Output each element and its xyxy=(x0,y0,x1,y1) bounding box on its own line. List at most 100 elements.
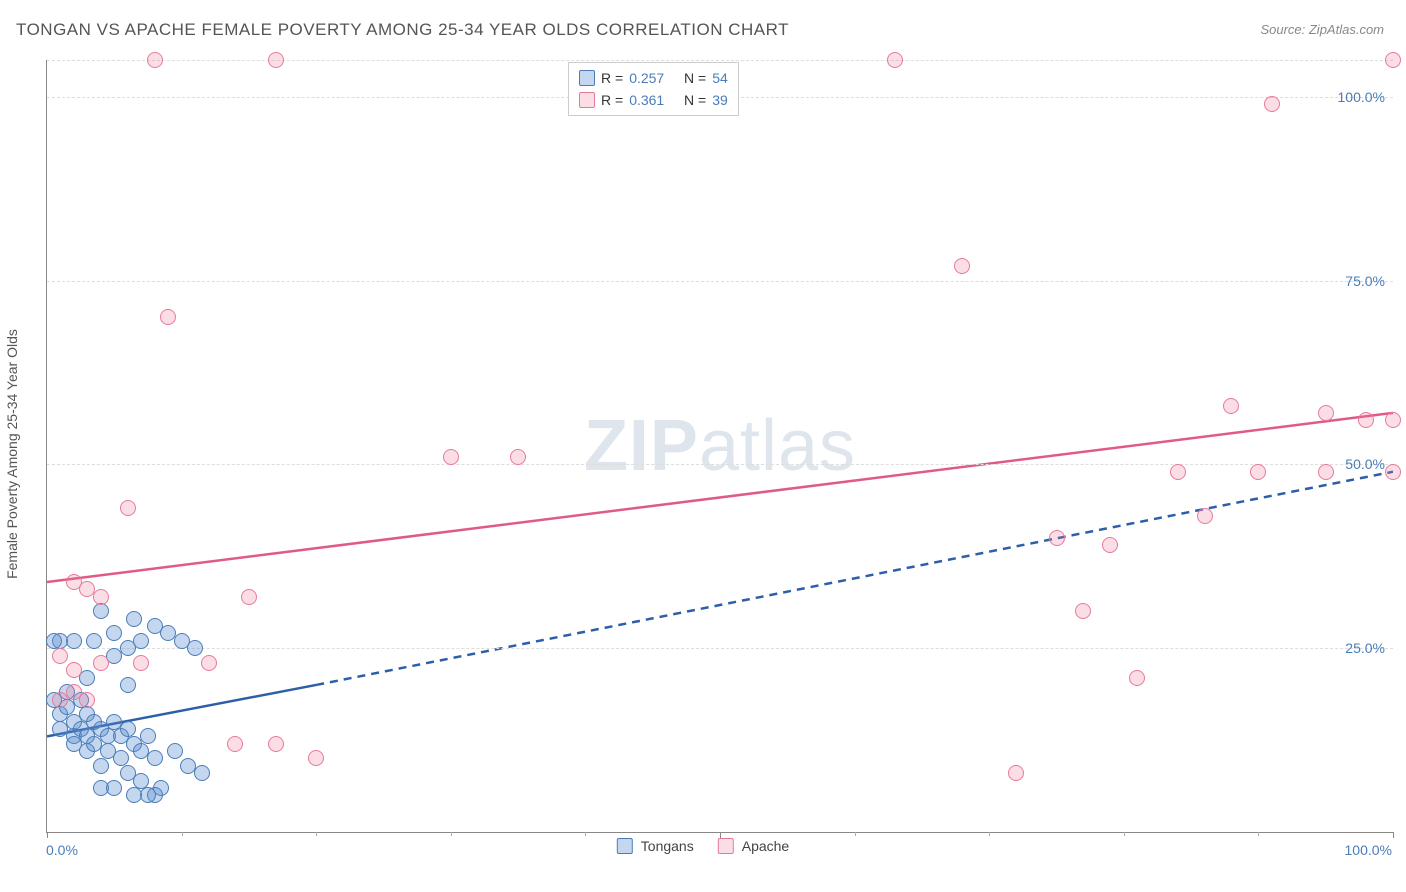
data-point xyxy=(887,52,903,68)
watermark: ZIPatlas xyxy=(584,405,856,487)
data-point xyxy=(1385,412,1401,428)
data-point xyxy=(93,655,109,671)
r-label: R = xyxy=(601,67,623,89)
x-tick-major xyxy=(47,832,48,838)
data-point xyxy=(133,633,149,649)
data-point xyxy=(1250,464,1266,480)
gridline xyxy=(47,281,1393,282)
data-point xyxy=(147,750,163,766)
y-tick-label: 50.0% xyxy=(1345,456,1385,472)
data-point xyxy=(954,258,970,274)
data-point xyxy=(79,670,95,686)
swatch-blue-icon xyxy=(617,838,633,854)
data-point xyxy=(1318,405,1334,421)
data-point xyxy=(194,765,210,781)
y-axis-label: Female Poverty Among 25-34 Year Olds xyxy=(4,329,20,579)
data-point xyxy=(1385,52,1401,68)
r-value: 0.361 xyxy=(629,89,664,111)
data-point xyxy=(187,640,203,656)
gridline xyxy=(47,464,1393,465)
gridline xyxy=(47,648,1393,649)
data-point xyxy=(93,589,109,605)
r-value: 0.257 xyxy=(629,67,664,89)
x-tick-minor xyxy=(585,832,586,836)
data-point xyxy=(1358,412,1374,428)
data-point xyxy=(52,648,68,664)
data-point xyxy=(126,611,142,627)
data-point xyxy=(93,603,109,619)
data-point xyxy=(443,449,459,465)
n-value: 39 xyxy=(712,89,728,111)
data-point xyxy=(133,773,149,789)
series-legend: Tongans Apache xyxy=(617,838,789,854)
legend-row-tongans: R = 0.257 N = 54 xyxy=(579,67,728,89)
y-tick-label: 75.0% xyxy=(1345,273,1385,289)
trend-lines xyxy=(47,60,1393,832)
data-point xyxy=(140,787,156,803)
data-point xyxy=(1170,464,1186,480)
data-point xyxy=(167,743,183,759)
data-point xyxy=(268,736,284,752)
data-point xyxy=(140,728,156,744)
data-point xyxy=(1385,464,1401,480)
data-point xyxy=(113,750,129,766)
n-label: N = xyxy=(684,89,706,111)
data-point xyxy=(160,309,176,325)
data-point xyxy=(201,655,217,671)
data-point xyxy=(93,758,109,774)
x-tick-minor xyxy=(182,832,183,836)
scatter-chart: ZIPatlas 25.0% 50.0% 75.0% 100.0% xyxy=(46,60,1393,833)
legend-row-apache: R = 0.361 N = 39 xyxy=(579,89,728,111)
data-point xyxy=(241,589,257,605)
data-point xyxy=(1008,765,1024,781)
swatch-pink-icon xyxy=(718,838,734,854)
legend-item-apache: Apache xyxy=(718,838,789,854)
data-point xyxy=(1102,537,1118,553)
data-point xyxy=(1129,670,1145,686)
x-tick-minor xyxy=(989,832,990,836)
y-tick-label: 25.0% xyxy=(1345,640,1385,656)
data-point xyxy=(120,500,136,516)
data-point xyxy=(86,633,102,649)
data-point xyxy=(227,736,243,752)
data-point xyxy=(120,721,136,737)
data-point xyxy=(66,662,82,678)
data-point xyxy=(46,633,62,649)
data-point xyxy=(1197,508,1213,524)
swatch-blue-icon xyxy=(579,70,595,86)
x-tick-major xyxy=(1393,832,1394,838)
n-label: N = xyxy=(684,67,706,89)
data-point xyxy=(1075,603,1091,619)
x-tick-minor xyxy=(451,832,452,836)
source-attribution: Source: ZipAtlas.com xyxy=(1260,22,1384,37)
gridline xyxy=(47,60,1393,61)
data-point xyxy=(510,449,526,465)
data-point xyxy=(1049,530,1065,546)
data-point xyxy=(1264,96,1280,112)
x-tick-minor xyxy=(1124,832,1125,836)
legend-label: Apache xyxy=(742,838,789,854)
swatch-pink-icon xyxy=(579,92,595,108)
legend-label: Tongans xyxy=(641,838,694,854)
data-point xyxy=(106,625,122,641)
correlation-legend: R = 0.257 N = 54 R = 0.361 N = 39 xyxy=(568,62,739,116)
data-point xyxy=(308,750,324,766)
data-point xyxy=(268,52,284,68)
r-label: R = xyxy=(601,89,623,111)
x-axis-max-label: 100.0% xyxy=(1345,842,1392,858)
data-point xyxy=(1318,464,1334,480)
data-point xyxy=(147,52,163,68)
x-tick-minor xyxy=(1258,832,1259,836)
data-point xyxy=(79,692,95,708)
data-point xyxy=(1223,398,1239,414)
x-axis-min-label: 0.0% xyxy=(46,842,78,858)
n-value: 54 xyxy=(712,67,728,89)
x-tick-minor xyxy=(316,832,317,836)
y-tick-label: 100.0% xyxy=(1338,89,1385,105)
legend-item-tongans: Tongans xyxy=(617,838,694,854)
data-point xyxy=(133,655,149,671)
x-tick-minor xyxy=(855,832,856,836)
chart-title: TONGAN VS APACHE FEMALE POVERTY AMONG 25… xyxy=(16,20,789,40)
data-point xyxy=(106,780,122,796)
data-point xyxy=(120,677,136,693)
